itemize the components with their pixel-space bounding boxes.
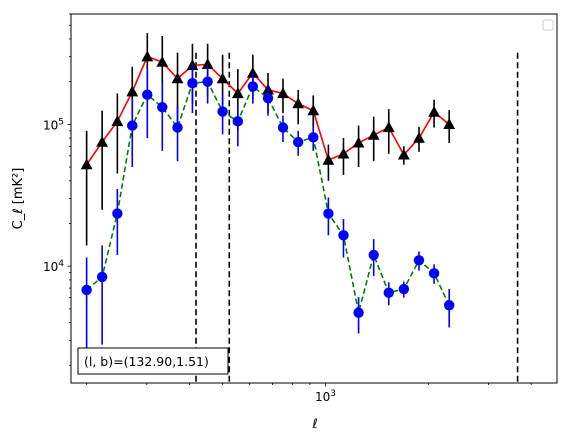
series-0-point-3 [126,85,139,97]
series-0-point-24 [443,118,456,130]
x-axis-label: ℓ [311,417,317,432]
y-axis-label: C_ℓ [mK²] [11,168,26,230]
series-0-point-10 [231,87,244,99]
series-1-point-2 [112,208,123,219]
series-1-point-0 [81,284,92,296]
series-1-point-19 [368,249,379,261]
series-0-point-4 [141,50,154,62]
series-1-point-4 [142,89,153,100]
vlines-layer [195,52,519,383]
series-0-point-13 [277,87,289,99]
legend-rect [542,19,554,31]
series-1-point-10 [232,116,244,127]
series-layer [80,33,456,360]
series-0-point-15 [307,104,320,116]
series-0-point-19 [367,128,380,140]
series-1-point-13 [277,122,289,133]
legend-box[interactable] [542,19,554,31]
series-1-point-14 [292,136,304,148]
annotation-box: (l, b)=(132.90,1.51) [77,347,229,375]
series-1-point-22 [413,255,425,266]
series-0 [80,33,456,246]
series-1-point-21 [398,283,410,295]
series-0-point-11 [246,66,259,78]
series-0-point-5 [156,55,169,67]
series-1-point-1 [96,271,108,283]
series-0-point-23 [428,105,440,117]
series-1-line [86,80,450,313]
series-0-point-0 [80,158,93,170]
annotation-rect [77,347,229,375]
series-1-point-17 [338,230,349,241]
series-1-point-7 [187,78,198,89]
series-0-point-22 [413,131,425,143]
ticks-layer: 103 104 105 [43,13,532,404]
series-1-point-23 [428,268,440,279]
series-0-point-2 [111,115,124,126]
y-tick-label: 104 [43,259,64,274]
series-1-point-8 [202,76,213,87]
plot-frame [70,13,558,384]
series-0-point-14 [292,97,305,109]
series-0-point-18 [352,136,365,148]
series-1-point-6 [172,122,183,133]
series-1-point-15 [308,132,319,143]
series-1-point-24 [443,300,455,311]
series-1-point-5 [157,102,168,113]
y-tick-label: 105 [43,117,64,132]
series-1 [81,63,455,360]
series-1-point-9 [217,106,228,117]
series-1-point-12 [262,92,274,104]
series-1-point-3 [127,120,138,131]
series-1-point-18 [353,307,364,318]
series-0-point-21 [397,148,410,160]
series-1-point-11 [247,81,259,92]
series-0-point-16 [322,153,335,165]
series-0-point-17 [337,147,350,159]
series-1-point-16 [323,208,334,219]
series-1-point-20 [383,287,394,298]
series-0-point-1 [96,135,109,147]
series-0-point-6 [171,72,184,84]
annotation-text: (l, b)=(132.90,1.51) [84,354,209,369]
series-0-point-8 [201,58,214,69]
x-tick-label: 103 [315,389,336,404]
series-0-point-9 [216,72,229,84]
series-0-point-20 [382,121,395,133]
